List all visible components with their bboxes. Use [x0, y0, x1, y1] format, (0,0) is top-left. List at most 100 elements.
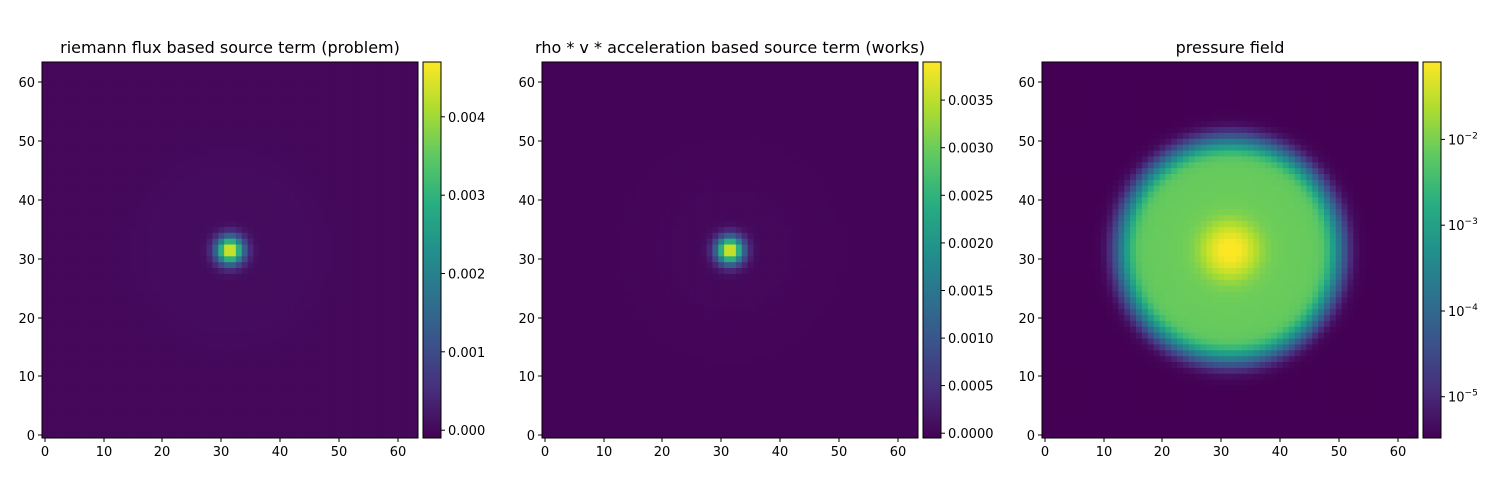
heatmap-cell — [124, 220, 131, 227]
heatmap-cell — [118, 432, 125, 439]
heatmap-cell — [194, 91, 202, 98]
heatmap-cell — [106, 120, 113, 128]
heatmap-cell — [683, 408, 690, 415]
heatmap-cell — [406, 67, 413, 75]
heatmap-cell — [53, 97, 61, 104]
heatmap-cell — [141, 396, 149, 404]
heatmap-cell — [376, 291, 384, 298]
heatmap-cell — [376, 432, 384, 439]
heatmap-cell — [106, 132, 113, 139]
heatmap-cell — [259, 62, 266, 69]
heatmap-cell — [212, 97, 219, 104]
heatmap-cell — [347, 267, 354, 274]
heatmap-cell — [594, 426, 602, 433]
heatmap-cell — [741, 391, 749, 398]
heatmap-cell — [53, 349, 61, 357]
heatmap-cell — [365, 408, 372, 415]
heatmap-cell — [788, 408, 796, 415]
heatmap-cell — [183, 344, 190, 351]
heatmap-cell — [159, 250, 166, 257]
heatmap-cell — [253, 97, 260, 104]
heatmap-cell — [130, 326, 137, 333]
heatmap-cell — [194, 150, 202, 157]
heatmap-cell — [59, 373, 66, 380]
heatmap-cell — [59, 285, 66, 292]
heatmap-cell — [94, 214, 102, 222]
heatmap-cell — [59, 432, 66, 439]
heatmap-cell — [347, 138, 354, 145]
heatmap-cell — [782, 432, 790, 439]
heatmap-cell — [406, 420, 413, 427]
heatmap-cell — [265, 373, 272, 380]
heatmap-cell — [159, 408, 166, 415]
heatmap-cell — [271, 414, 278, 421]
heatmap-cell — [688, 402, 696, 410]
heatmap-cell — [230, 214, 237, 222]
heatmap-cell — [335, 103, 343, 110]
heatmap-cell — [824, 414, 831, 421]
heatmap-cell — [647, 408, 655, 415]
heatmap-cell — [300, 273, 307, 280]
heatmap-cell — [200, 208, 207, 216]
heatmap-cell — [153, 232, 160, 239]
heatmap-cell — [376, 391, 384, 398]
heatmap-cell — [130, 67, 137, 75]
heatmap-cell — [341, 97, 348, 104]
heatmap-cell — [118, 203, 125, 210]
heatmap-cell — [335, 367, 343, 374]
heatmap-cell — [253, 191, 260, 198]
heatmap-cell — [306, 297, 313, 304]
heatmap-cell — [130, 114, 137, 122]
heatmap-cell — [194, 361, 202, 368]
heatmap-cell — [365, 73, 372, 81]
heatmap-cell — [42, 367, 49, 374]
heatmap-cell — [200, 220, 207, 227]
heatmap-cell — [183, 279, 190, 286]
heatmap-cell — [183, 326, 190, 333]
heatmap-cell — [371, 279, 378, 286]
heatmap-cell — [912, 373, 919, 380]
heatmap-cell — [118, 238, 125, 245]
heatmap-cell — [100, 144, 108, 151]
heatmap-cell — [194, 332, 202, 339]
heatmap-cell — [406, 349, 413, 357]
heatmap-cell — [188, 379, 196, 386]
heatmap-cell — [724, 361, 731, 368]
heatmap-cell — [171, 279, 178, 286]
heatmap-cell — [300, 408, 307, 415]
heatmap-cell — [59, 355, 66, 363]
heatmap-image-1 — [42, 62, 419, 439]
heatmap-cell — [112, 349, 119, 357]
heatmap-cell — [130, 379, 137, 386]
heatmap-cell — [741, 361, 749, 368]
heatmap-cell — [277, 285, 284, 292]
heatmap-cell — [371, 361, 378, 368]
heatmap-cell — [329, 338, 337, 345]
heatmap-cell — [212, 344, 219, 351]
heatmap-cell — [53, 114, 61, 122]
heatmap-cell — [194, 226, 202, 233]
heatmap-cell — [371, 285, 378, 292]
heatmap-cell — [183, 197, 190, 204]
heatmap-cell — [47, 255, 55, 263]
heatmap-cell — [400, 250, 407, 257]
heatmap-cell — [124, 85, 131, 92]
heatmap-cell — [253, 432, 260, 439]
heatmap-cell — [136, 414, 143, 421]
heatmap-cell — [271, 396, 278, 404]
heatmap-cell — [177, 302, 184, 310]
heatmap-cell — [218, 197, 225, 204]
heatmap-cell — [259, 379, 266, 386]
heatmap-cell — [359, 144, 366, 151]
heatmap-cell — [794, 396, 801, 404]
heatmap-cell — [347, 250, 354, 257]
heatmap-cell — [47, 179, 55, 186]
heatmap-cell — [42, 179, 49, 186]
heatmap-cell — [47, 226, 55, 233]
heatmap-cell — [194, 297, 202, 304]
heatmap-cell — [730, 396, 737, 404]
heatmap-cell — [335, 302, 343, 310]
heatmap-cell — [65, 62, 72, 69]
heatmap-cell — [177, 197, 184, 204]
heatmap-cell — [218, 338, 225, 345]
